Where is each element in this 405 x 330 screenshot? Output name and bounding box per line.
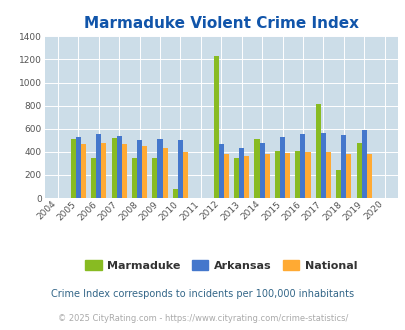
Bar [233,157,239,198]
Bar [152,158,157,198]
Bar [132,157,137,198]
Bar [361,130,366,198]
Bar [279,137,284,198]
Text: Crime Index corresponds to incidents per 100,000 inhabitants: Crime Index corresponds to incidents per… [51,289,354,299]
Bar [183,152,188,198]
Bar [213,56,218,198]
Bar [218,144,223,198]
Bar [81,144,86,198]
Bar [76,137,81,198]
Bar [173,189,177,198]
Bar [254,139,259,198]
Bar [162,148,167,198]
Bar [325,152,330,198]
Bar [223,153,228,198]
Bar [70,139,76,198]
Bar [111,138,116,198]
Bar [315,104,320,198]
Bar [305,152,310,198]
Bar [300,134,305,198]
Bar [345,154,351,198]
Legend: Marmaduke, Arkansas, National: Marmaduke, Arkansas, National [81,255,361,275]
Bar [284,153,290,198]
Bar [259,143,264,198]
Bar [137,140,142,198]
Text: © 2025 CityRating.com - https://www.cityrating.com/crime-statistics/: © 2025 CityRating.com - https://www.city… [58,314,347,323]
Bar [340,135,345,198]
Bar [274,151,279,198]
Bar [239,148,244,198]
Bar [294,151,300,198]
Bar [101,143,106,198]
Bar [356,143,361,198]
Bar [335,170,340,198]
Bar [320,133,325,198]
Bar [366,154,371,198]
Bar [91,158,96,198]
Bar [264,154,269,198]
Bar [122,144,126,198]
Bar [244,156,249,198]
Bar [142,146,147,198]
Bar [116,136,121,198]
Bar [177,140,183,198]
Title: Marmaduke Violent Crime Index: Marmaduke Violent Crime Index [83,16,358,31]
Bar [96,135,101,198]
Bar [157,139,162,198]
